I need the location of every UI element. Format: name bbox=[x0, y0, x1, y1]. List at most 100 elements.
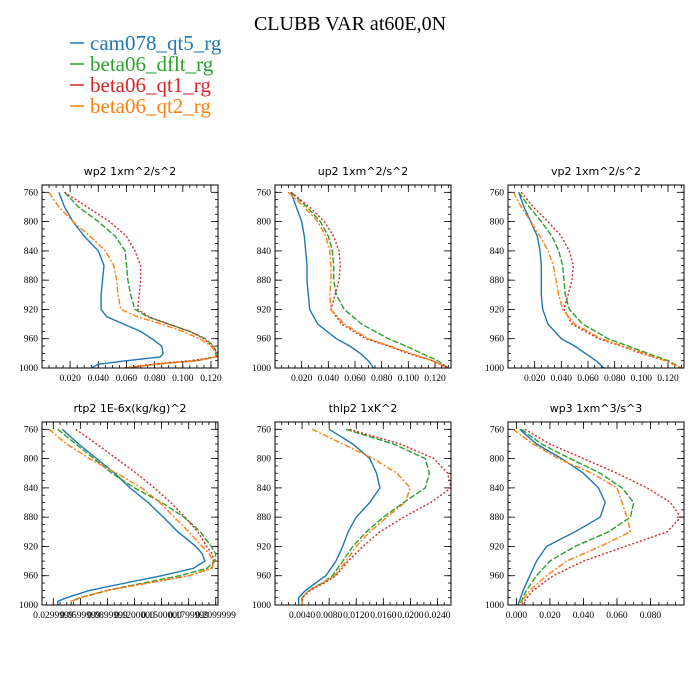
x-tick-label: 0.060 bbox=[606, 611, 628, 621]
legend-entry: beta06_dflt_rg bbox=[90, 52, 214, 76]
series-line-cam078_qt5_rg bbox=[298, 428, 381, 605]
y-tick-label: 1000 bbox=[485, 601, 504, 611]
x-tick-label: 0.0599999 bbox=[60, 611, 101, 621]
y-tick-label: 880 bbox=[24, 276, 39, 286]
chart-panel: up2 1xm^2/s^2 760 800 840 880 920 960 1000 0.020… bbox=[252, 165, 452, 384]
y-tick-label: 1000 bbox=[485, 364, 504, 374]
y-tick-label: 960 bbox=[490, 335, 505, 345]
y-tick-label: 760 bbox=[490, 425, 505, 435]
y-tick-label: 880 bbox=[257, 513, 272, 523]
panel-title: thlp2 1xK^2 bbox=[329, 402, 398, 415]
y-tick-label: 1000 bbox=[19, 364, 38, 374]
x-tick-label: 0.0040 bbox=[289, 611, 315, 621]
legend-entry: beta06_qt1_rg bbox=[90, 73, 211, 97]
x-tick-label: 0.080 bbox=[604, 374, 626, 384]
panel-title: wp3 1xm^3/s^3 bbox=[550, 402, 643, 415]
x-tick-label: 0.0160 bbox=[370, 611, 396, 621]
series-line-beta06_dflt_rg bbox=[290, 191, 449, 368]
legend-entry: cam078_qt5_rg bbox=[90, 31, 222, 55]
x-tick-label: 0.040 bbox=[573, 611, 595, 621]
x-tick-label: 0.080 bbox=[640, 611, 662, 621]
x-tick-label: 0.0240 bbox=[424, 611, 450, 621]
series-line-cam078_qt5_rg bbox=[57, 428, 206, 605]
y-tick-label: 880 bbox=[490, 513, 505, 523]
series-line-cam078_qt5_rg bbox=[518, 192, 605, 368]
x-tick-label: 0.100 bbox=[398, 374, 420, 384]
y-tick-label: 760 bbox=[24, 425, 39, 435]
chart-panel: vp2 1xm^2/s^2 760 800 840 880 920 960 1000 0.020… bbox=[485, 165, 685, 384]
y-tick-label: 1000 bbox=[252, 601, 271, 611]
y-tick-label: 920 bbox=[257, 542, 272, 552]
series-line-beta06_qt1_rg bbox=[64, 191, 218, 368]
x-tick-label: 0.1799999 bbox=[168, 611, 209, 621]
x-tick-label: 0.020 bbox=[291, 374, 313, 384]
panel-title: rtp2 1E-6x(kg/kg)^2 bbox=[74, 402, 187, 415]
y-tick-label: 760 bbox=[257, 188, 272, 198]
y-tick-label: 1000 bbox=[252, 364, 271, 374]
x-tick-label: 0.020 bbox=[59, 374, 81, 384]
x-tick-label: 0.020 bbox=[524, 374, 546, 384]
y-tick-label: 960 bbox=[257, 335, 272, 345]
panel-frame bbox=[507, 421, 685, 606]
y-tick-label: 920 bbox=[24, 542, 39, 552]
series-line-beta06_qt2_rg bbox=[301, 428, 412, 605]
x-tick-label: 0.060 bbox=[344, 374, 366, 384]
y-tick-label: 1000 bbox=[19, 601, 38, 611]
y-tick-label: 880 bbox=[24, 513, 39, 523]
y-tick-label: 800 bbox=[490, 218, 505, 228]
chart-panel: wp2 1xm^2/s^2 760 800 840 880 920 960 1000 0.020… bbox=[19, 165, 222, 384]
series-line-beta06_dflt_rg bbox=[57, 428, 217, 605]
y-tick-label: 760 bbox=[257, 425, 272, 435]
x-tick-label: 0.120 bbox=[200, 374, 222, 384]
legend: cam078_qt5_rgbeta06_dflt_rgbeta06_qt1_rg… bbox=[70, 31, 222, 118]
y-tick-label: 760 bbox=[24, 188, 39, 198]
y-tick-label: 920 bbox=[490, 542, 505, 552]
y-tick-label: 960 bbox=[24, 572, 39, 582]
x-tick-label: 0.0899999 bbox=[87, 611, 128, 621]
series-line-beta06_qt2_rg bbox=[48, 191, 218, 368]
x-tick-label: 0.2099999 bbox=[196, 611, 237, 621]
series-line-cam078_qt5_rg bbox=[517, 428, 606, 605]
y-tick-label: 840 bbox=[490, 484, 505, 494]
x-tick-label: 0.080 bbox=[144, 374, 166, 384]
series-line-beta06_qt2_rg bbox=[512, 428, 632, 605]
x-tick-label: 0.120 bbox=[657, 374, 679, 384]
chart-panel: wp3 1xm^3/s^3 760 800 840 880 920 960 10000.000… bbox=[485, 402, 685, 621]
panel-title: up2 1xm^2/s^2 bbox=[318, 165, 409, 178]
x-tick-label: 0.100 bbox=[172, 374, 194, 384]
series-line-beta06_qt1_rg bbox=[520, 191, 682, 368]
series-line-cam078_qt5_rg bbox=[58, 192, 164, 368]
series-line-beta06_qt1_rg bbox=[520, 428, 682, 605]
series-line-beta06_dflt_rg bbox=[518, 191, 682, 368]
x-tick-label: 0.120 bbox=[424, 374, 446, 384]
x-tick-label: 0.1200000 bbox=[114, 611, 155, 621]
panel-frame bbox=[274, 184, 452, 369]
y-tick-label: 800 bbox=[490, 455, 505, 465]
x-tick-label: 0.060 bbox=[577, 374, 599, 384]
series-line-beta06_qt2_rg bbox=[48, 428, 214, 605]
panel-title: wp2 1xm^2/s^2 bbox=[84, 165, 177, 178]
y-tick-label: 920 bbox=[24, 305, 39, 315]
x-tick-label: 0.040 bbox=[88, 374, 110, 384]
y-tick-label: 800 bbox=[24, 218, 39, 228]
y-tick-label: 920 bbox=[257, 305, 272, 315]
x-tick-label: 0.040 bbox=[551, 374, 573, 384]
legend-entry: beta06_qt2_rg bbox=[90, 94, 211, 118]
y-tick-label: 840 bbox=[257, 247, 272, 257]
chart-panel: rtp2 1E-6x(kg/kg)^2 760 800 840 880 920 960 100… bbox=[19, 402, 236, 621]
x-tick-label: 0.060 bbox=[116, 374, 138, 384]
x-tick-label: 0.0120 bbox=[343, 611, 369, 621]
y-tick-label: 840 bbox=[490, 247, 505, 257]
series-line-beta06_qt2_rg bbox=[287, 191, 449, 368]
panels: wp2 1xm^2/s^2 760 800 840 880 920 960 1000 0.020… bbox=[19, 165, 685, 621]
series-line-beta06_dflt_rg bbox=[519, 428, 635, 605]
panel-frame bbox=[41, 184, 219, 369]
y-tick-label: 840 bbox=[257, 484, 272, 494]
y-tick-label: 800 bbox=[257, 218, 272, 228]
x-tick-label: 0.1500000 bbox=[141, 611, 182, 621]
y-tick-label: 920 bbox=[490, 305, 505, 315]
series-line-beta06_qt1_rg bbox=[290, 191, 449, 368]
y-tick-label: 880 bbox=[490, 276, 505, 286]
y-tick-label: 960 bbox=[490, 572, 505, 582]
